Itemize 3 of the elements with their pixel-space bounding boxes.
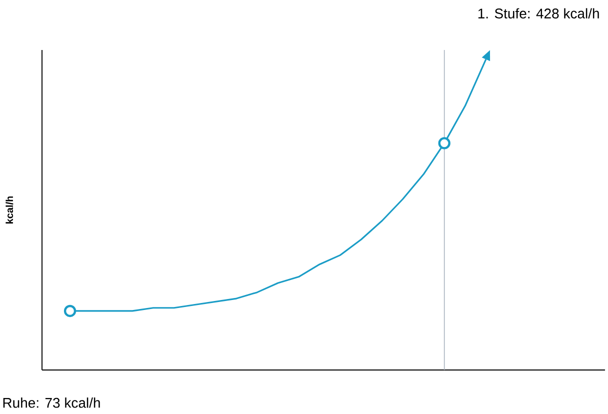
text: 1. Stufe: 428 kcal/h: [478, 8, 599, 18]
y-axis-title: kcal/h: [6, 196, 14, 224]
text: Ruhe: 73 kcal/h: [3, 398, 100, 408]
